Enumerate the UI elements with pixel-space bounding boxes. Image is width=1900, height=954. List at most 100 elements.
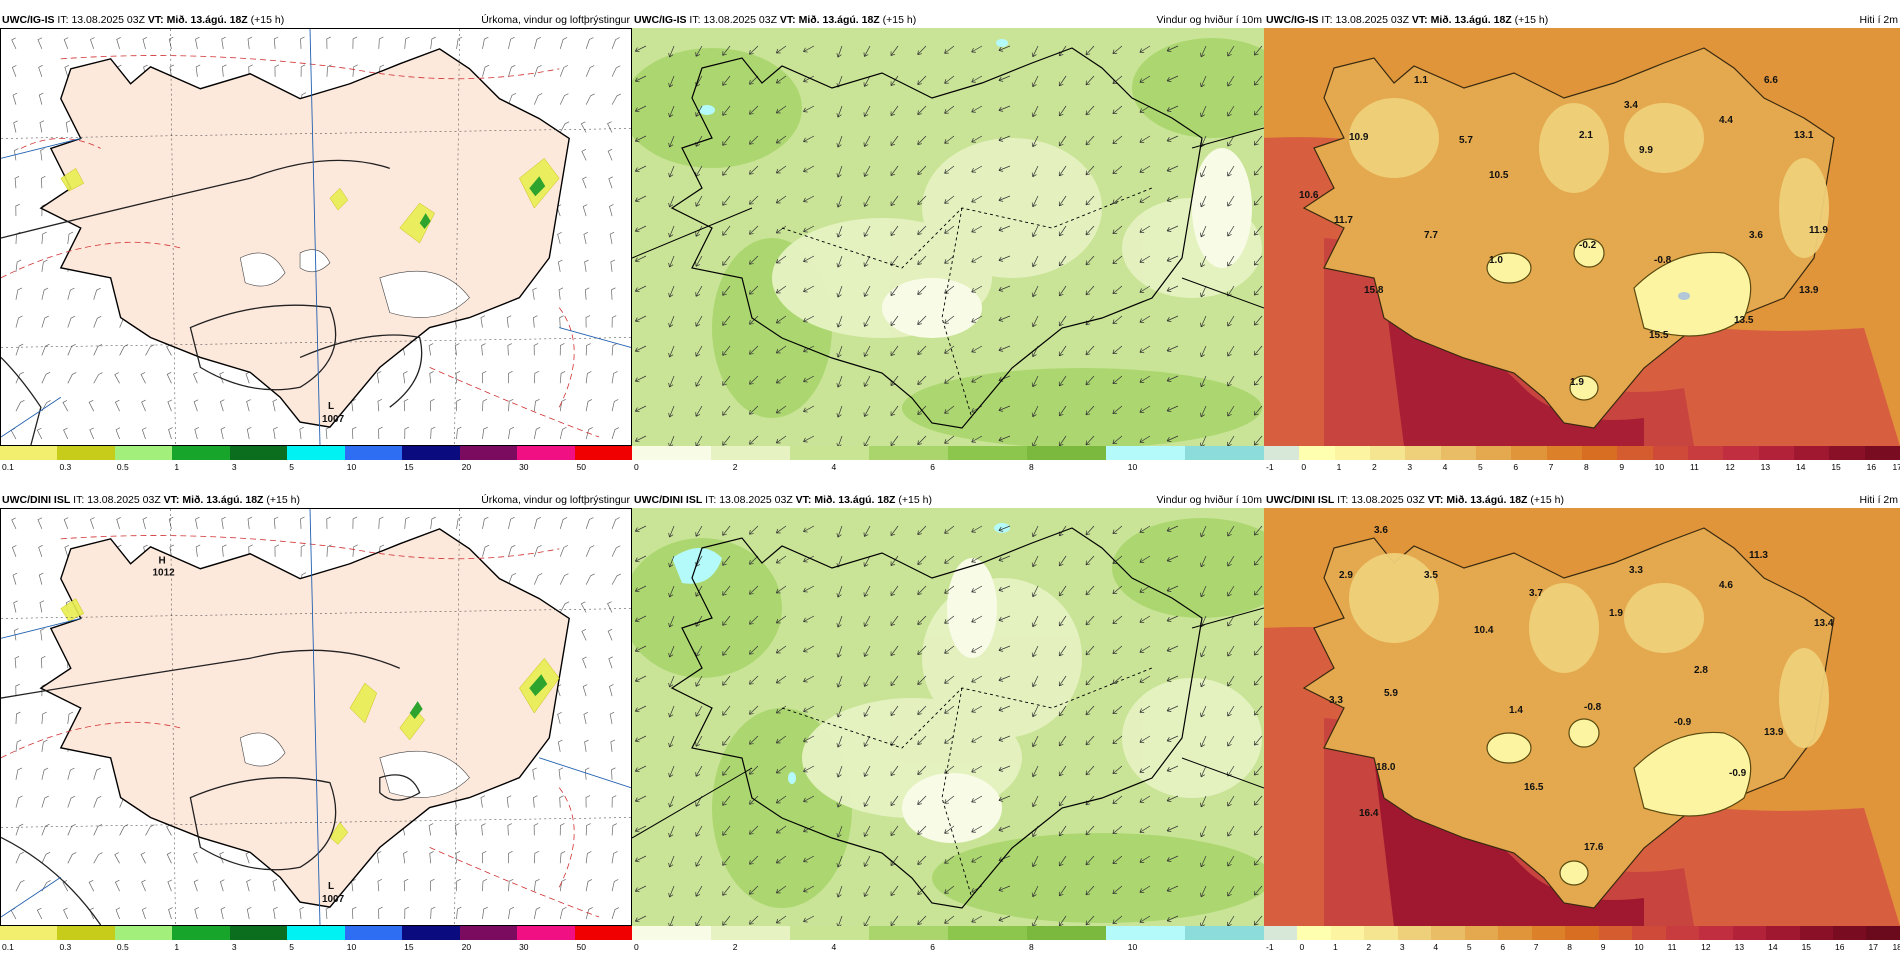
wind-arrow	[1112, 375, 1123, 385]
wind-barb	[15, 343, 24, 356]
wind-arrow	[1139, 375, 1151, 383]
wind-arrow	[803, 435, 815, 443]
wind-barb	[481, 371, 487, 384]
wind-barb	[93, 344, 103, 356]
wind-arrow	[998, 315, 1011, 322]
wind-arrow	[971, 315, 983, 323]
colorbar-swatch	[1106, 926, 1185, 940]
wind-arrow	[1166, 825, 1179, 832]
colorbar-swatch	[1431, 926, 1465, 940]
wind-arrow	[1253, 105, 1263, 116]
wind-arrow	[1139, 915, 1151, 923]
wind-barb	[559, 851, 566, 864]
wind-barb	[67, 852, 77, 864]
colorbar-swatch	[1440, 446, 1476, 460]
wind-arrow	[1200, 525, 1207, 538]
wind-arrow	[634, 615, 647, 623]
wind-arrow	[1085, 915, 1095, 926]
wind-barb	[585, 823, 591, 836]
wind-arrow	[1085, 255, 1095, 266]
wind-arrow	[1253, 615, 1263, 626]
wind-barb	[15, 739, 22, 752]
wind-arrow	[890, 105, 899, 117]
wind-barb	[116, 37, 121, 50]
wind-arrow	[890, 195, 899, 207]
wind-barb	[222, 64, 227, 77]
wind-barb	[37, 517, 43, 530]
wind-barb	[508, 426, 515, 440]
colorbar-swatch	[1758, 446, 1794, 460]
wind-barb	[14, 656, 20, 669]
wind-arrow	[1112, 585, 1123, 595]
wind-arrow	[722, 405, 731, 416]
wind-arrow	[1200, 585, 1207, 598]
wind-arrow	[1200, 735, 1207, 748]
temperature-label: 3.5	[1424, 570, 1438, 581]
wind-barb	[166, 371, 172, 384]
wind-barb	[169, 64, 175, 77]
wind-arrow	[1200, 915, 1207, 926]
wind-arrow	[1085, 135, 1095, 146]
wind-barb	[404, 516, 410, 529]
wind-arrow	[722, 795, 731, 806]
wind-arrow	[1031, 135, 1039, 148]
temperature-colorbar	[1264, 446, 1900, 460]
colorbar-tick: 0.5	[116, 462, 129, 472]
wind-arrow	[944, 885, 955, 894]
wind-arrow	[1058, 135, 1067, 147]
colorbar-tick: 30	[519, 942, 529, 952]
wind-barb	[585, 93, 595, 105]
wind-barb	[15, 371, 24, 384]
iceland-land	[39, 48, 570, 428]
colorbar-tick: 2	[732, 942, 738, 952]
wind-arrow	[775, 885, 787, 894]
colorbar-tick: 15	[1801, 942, 1812, 952]
wind-barb	[64, 544, 70, 557]
wind-arrow	[1227, 585, 1235, 597]
wind-barb	[585, 37, 594, 50]
wind-arrow	[944, 315, 955, 324]
wind-arrow	[1166, 405, 1179, 412]
colorbar-tick: 6	[1513, 462, 1519, 472]
wind-arrow	[944, 225, 955, 234]
wind-arrow	[998, 135, 1011, 142]
wind-arrow	[1166, 225, 1179, 232]
wind-arrow	[1085, 615, 1095, 626]
wind-arrow	[1200, 255, 1207, 268]
wind-barb	[12, 92, 18, 105]
wind-arrow	[749, 705, 759, 715]
colorbar-tick: 30	[519, 462, 529, 472]
wind-barb	[142, 36, 148, 49]
colorbar-swatch	[1498, 926, 1532, 940]
wind-arrow	[1227, 855, 1235, 867]
wind-arrow	[749, 435, 759, 445]
wind-barb	[404, 426, 410, 440]
wind-arrow	[1200, 885, 1207, 898]
wind-barb	[455, 371, 461, 384]
wind-barb	[580, 601, 587, 613]
wind-arrow	[863, 915, 871, 926]
wind-arrow	[634, 285, 647, 293]
wind-arrow	[1031, 915, 1039, 926]
temperature-colorbar-ticks: -1 0 1 2 3 4 5 6 7 8 9 10 11 12 13 14 15 16 17 18	[1264, 942, 1900, 954]
wind-arrow	[634, 345, 647, 353]
wind-arrow	[890, 345, 899, 357]
wind-arrow	[917, 105, 927, 115]
wind-arrow	[1166, 165, 1179, 172]
wind-barb	[93, 795, 102, 808]
wind-arrow	[1227, 195, 1235, 207]
wind-barb	[145, 824, 155, 836]
wind-arrow	[1139, 165, 1151, 173]
wind-arrow	[749, 225, 759, 235]
wind-arrow	[722, 285, 731, 296]
wind-arrow	[917, 765, 927, 775]
wind-arrow	[1031, 435, 1039, 446]
wind-barb	[14, 176, 20, 189]
wind-barb	[611, 65, 621, 77]
wind-barb	[611, 545, 621, 557]
wind-arrow	[1058, 765, 1067, 777]
colorbar-swatch	[1793, 446, 1830, 460]
colorbar-tick: 2	[1372, 462, 1377, 472]
wind-arrow	[1058, 375, 1067, 387]
wind-arrow	[1031, 885, 1039, 898]
